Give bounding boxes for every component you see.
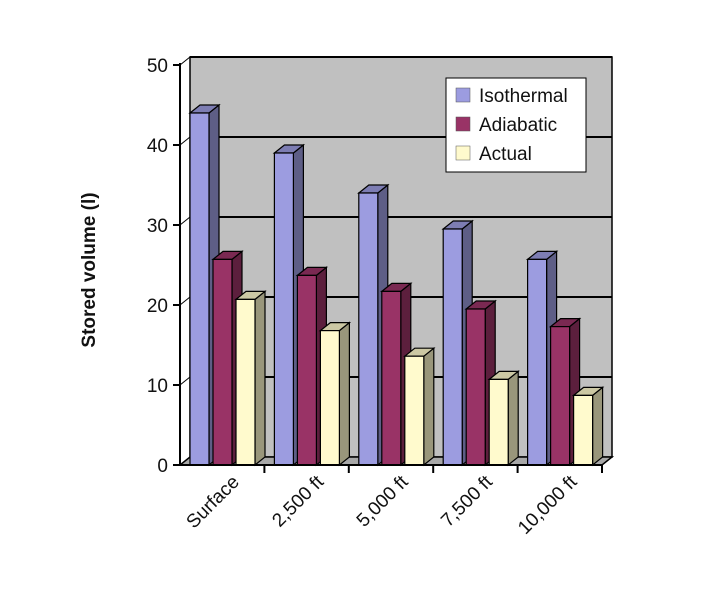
bar-isothermal-1 [273,152,294,466]
bar-actual-3 [488,378,509,466]
bar-actual-0 [235,298,256,466]
bar-actual-1-side [338,321,350,467]
x-ticks: Surface 2,500 ft 5,000 ft 7,500 ft 10,000 ft [183,465,603,539]
y-tick-label: 10 [147,376,168,397]
bar-actual-2-side [423,346,435,467]
bar-actual-2 [404,355,425,466]
y-tick-label: 40 [147,136,168,157]
bar-isothermal-2 [358,192,379,466]
legend-swatch-actual [455,145,471,161]
y-tick-label: 0 [157,456,168,477]
x-category-label: 2,500 ft [268,471,328,531]
legend-label-adiabatic: Adiabatic [479,115,557,136]
y-axis-label: Stored volume (l) [79,192,100,347]
y-tick-label: 20 [147,296,168,317]
bar-adiabatic-2 [381,290,402,466]
bar-actual-1 [319,330,340,466]
legend-label-actual: Actual [479,144,532,165]
gridline-side [179,216,191,226]
bar-adiabatic-4 [549,326,571,466]
bar-actual-3-side [507,370,519,467]
y-tick-label: 30 [147,216,168,237]
x-category-label: 10,000 ft [514,471,582,539]
x-category-label: 7,500 ft [437,471,497,531]
legend-swatch-isothermal [455,87,471,103]
gridline-side [179,376,191,386]
bar-actual-4-side [591,386,604,467]
legend-swatch-adiabatic [455,116,471,132]
bar-isothermal-3 [442,228,463,466]
bar-isothermal-0 [189,112,210,466]
bar-isothermal-4 [526,258,548,466]
legend: Isothermal Adiabatic Actual [445,77,587,173]
gridline-side [179,136,191,146]
legend-label-isothermal: Isothermal [479,86,568,107]
gridline-side [179,56,191,66]
bar-actual-4 [572,394,594,466]
x-category-label: Surface [183,472,244,533]
x-category-label: 5,000 ft [353,471,413,531]
bar-adiabatic-3 [465,308,486,466]
bar-adiabatic-0 [212,258,233,466]
bar-adiabatic-1 [296,274,317,466]
y-ticks: 0 10 20 30 40 50 [147,56,180,477]
gridline-side [179,296,191,306]
y-tick-label: 50 [147,56,168,77]
bar-actual-0-side [254,290,266,467]
